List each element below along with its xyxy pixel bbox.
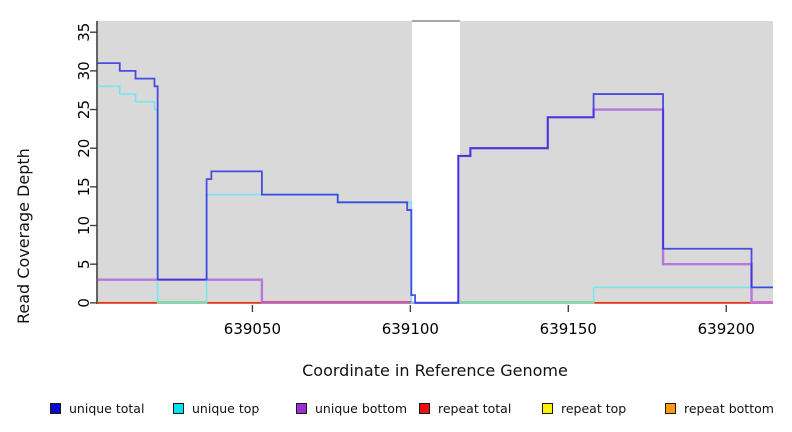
x-tick-label: 639100 [382, 320, 439, 338]
gap-band [411, 21, 460, 305]
legend-label: unique total [69, 401, 145, 416]
x-tick-label: 639050 [224, 320, 281, 338]
legend-swatch-icon [419, 403, 430, 414]
legend-label: unique top [192, 401, 260, 416]
legend-item-repeat-bottom: repeat bottom [665, 401, 788, 416]
legend-item-repeat-total: repeat total [419, 401, 542, 416]
legend-label: repeat total [438, 401, 512, 416]
y-tick-label: 10 [75, 216, 93, 235]
legend: unique total unique top unique bottom repea… [50, 401, 790, 416]
legend-label: repeat top [561, 401, 627, 416]
legend-item-repeat-top: repeat top [542, 401, 665, 416]
legend-label: unique bottom [315, 401, 408, 416]
legend-item-unique-total: unique total [50, 401, 173, 416]
y-tick-label: 25 [75, 100, 93, 119]
y-tick-label: 5 [75, 259, 93, 269]
legend-swatch-icon [173, 403, 184, 414]
legend-item-unique-bottom: unique bottom [296, 401, 419, 416]
legend-swatch-icon [665, 403, 676, 414]
legend-label: repeat bottom [684, 401, 774, 416]
x-tick-label: 639200 [698, 320, 755, 338]
x-axis-label: Coordinate in Reference Genome [302, 361, 568, 380]
y-tick-label: 35 [75, 23, 93, 42]
legend-item-unique-top: unique top [173, 401, 296, 416]
legend-swatch-icon [296, 403, 307, 414]
legend-swatch-icon [542, 403, 553, 414]
series-unique-total [97, 62, 773, 304]
legend-swatch-icon [50, 403, 61, 414]
y-tick-label: 0 [75, 298, 93, 308]
y-tick-label: 15 [75, 177, 93, 196]
x-tick-label: 639150 [540, 320, 597, 338]
y-tick-label: 30 [75, 61, 93, 80]
y-tick-label: 20 [75, 139, 93, 158]
